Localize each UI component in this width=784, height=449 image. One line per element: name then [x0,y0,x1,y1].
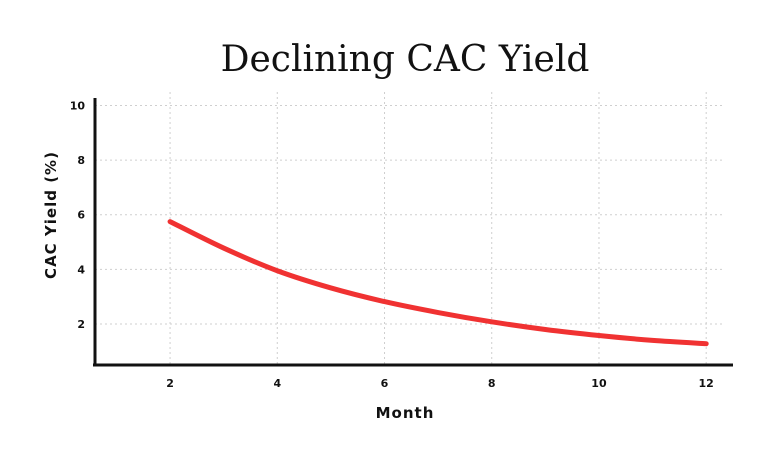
y-axis-label: CAC Yield (%) [42,151,60,279]
x-tick-label: 2 [166,377,174,390]
chart-title: Declining CAC Yield [221,39,590,80]
grid [95,92,725,365]
series-line-cac-yield [167,219,709,347]
x-tick-label: 12 [699,377,714,390]
y-tick-label: 6 [77,209,85,222]
series-group [167,219,709,347]
x-tick-label: 10 [591,377,607,390]
x-tick-labels: 2 4 6 8 10 12 [166,377,714,390]
x-axis-label: Month [376,404,435,422]
y-tick-label: 2 [77,318,85,331]
x-tick-label: 8 [488,377,496,390]
x-tick-label: 6 [381,377,389,390]
y-tick-label: 10 [70,99,86,112]
x-tick-label: 4 [273,377,281,390]
y-tick-label: 8 [77,154,85,167]
y-tick-label: 4 [77,263,85,276]
y-tick-labels: 2 4 6 8 10 [70,99,86,331]
